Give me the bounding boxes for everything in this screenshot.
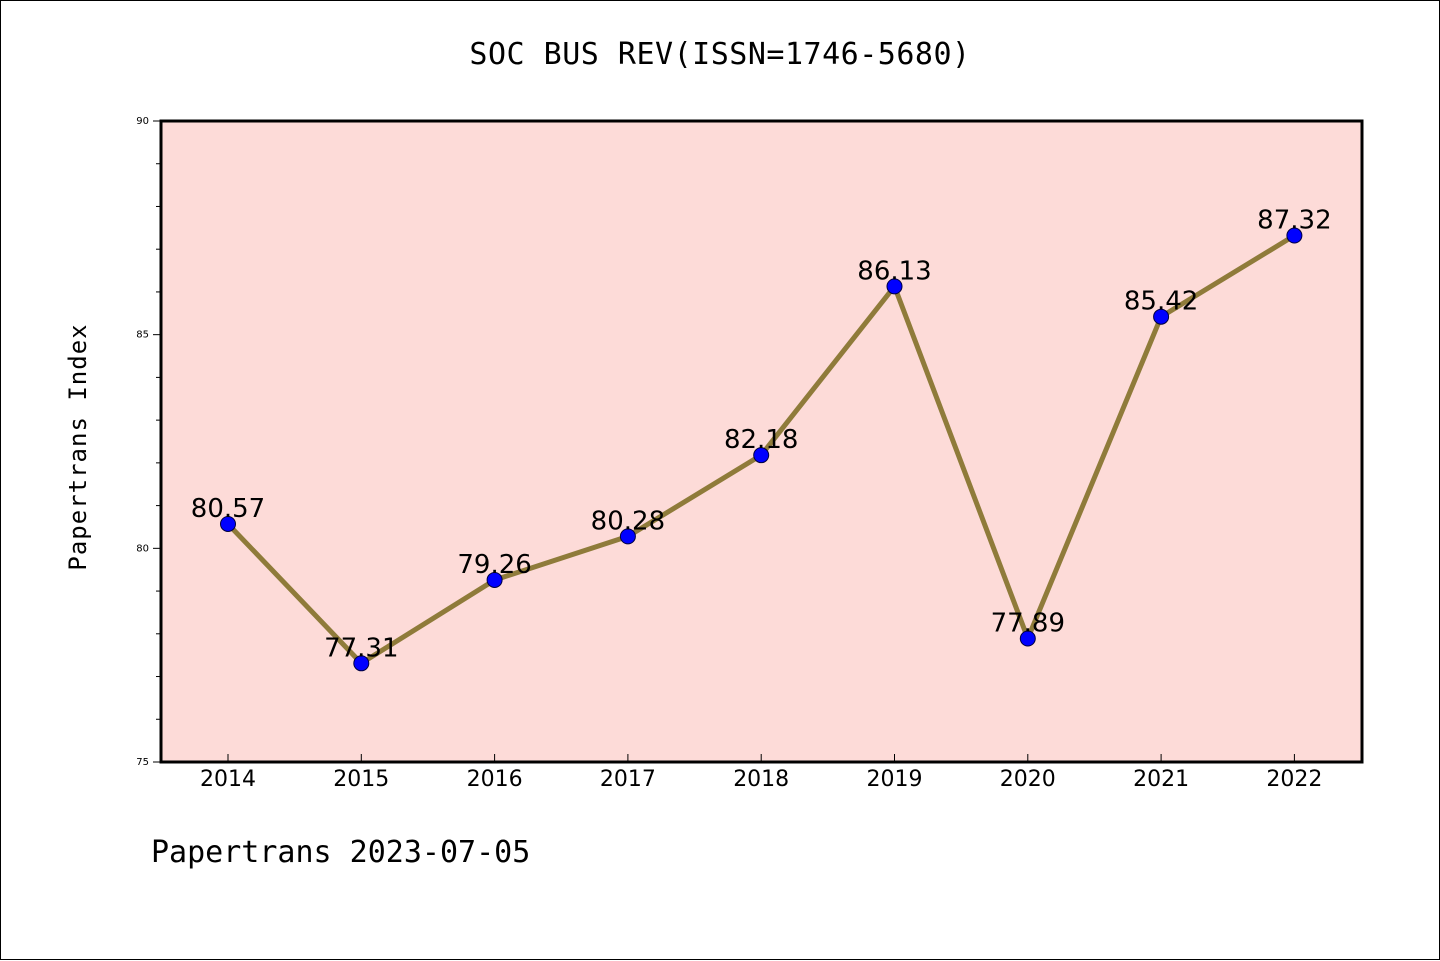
data-label: 80.28: [591, 506, 665, 536]
x-tick-label: 2016: [467, 767, 523, 792]
x-tick-label: 2022: [1266, 767, 1322, 792]
x-tick-label: 2015: [333, 767, 389, 792]
data-point: [1153, 308, 1170, 325]
y-tick-label: 90: [136, 116, 149, 127]
data-label: 77.31: [324, 633, 398, 663]
data-point: [486, 571, 503, 588]
x-tick-label: 2014: [200, 767, 256, 792]
data-point: [886, 278, 903, 295]
data-label: 80.57: [191, 494, 265, 524]
chart-title: SOC BUS REV(ISSN=1746-5680): [469, 37, 971, 72]
data-point: [619, 528, 636, 545]
data-label: 86.13: [857, 256, 931, 286]
y-tick-label: 80: [136, 543, 149, 554]
data-point: [353, 655, 370, 672]
y-axis-ticks: 75 80 85 90: [136, 116, 161, 768]
data-label: 77.89: [991, 609, 1065, 639]
data-point: [753, 447, 770, 464]
x-tick-label: 2018: [733, 767, 789, 792]
data-label: 87.32: [1257, 206, 1331, 236]
footer-text: Papertrans 2023-07-05: [151, 835, 531, 870]
x-tick-label: 2020: [1000, 767, 1056, 792]
data-label: 82.18: [724, 425, 798, 455]
data-point: [1286, 227, 1303, 244]
data-labels: 80.57 77.31 79.26 80.28 82.18 86.13 77.89 85.42…: [191, 206, 1332, 664]
x-tick-label: 2019: [867, 767, 923, 792]
data-point: [1019, 630, 1036, 647]
data-label: 85.42: [1124, 287, 1198, 317]
data-points: [220, 227, 1303, 672]
x-tick-label: 2017: [600, 767, 656, 792]
y-tick-label: 75: [136, 757, 149, 768]
plot-area: [159, 119, 1364, 764]
y-tick-label: 85: [136, 330, 149, 341]
data-label: 79.26: [457, 550, 531, 580]
x-tick-label: 2021: [1133, 767, 1189, 792]
x-axis-ticks: 2014 2015 2016 2017 2018 2019 2020 2021 2022: [200, 754, 1322, 792]
data-point: [220, 515, 236, 532]
